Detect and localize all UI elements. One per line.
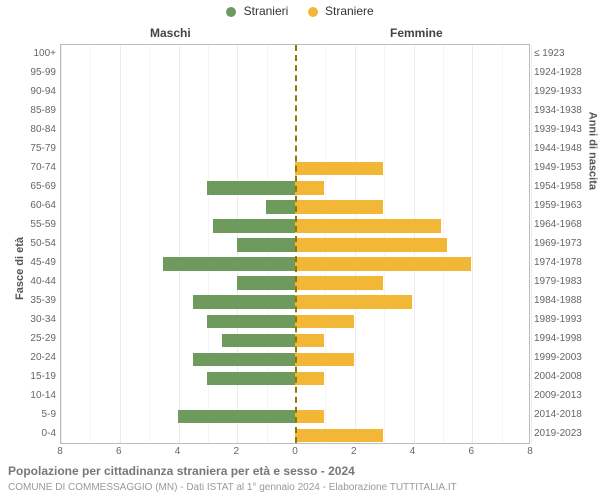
male-bar [237, 238, 296, 251]
birth-year-label: 2004-2008 [534, 371, 582, 382]
legend: Stranieri Straniere [0, 4, 600, 18]
female-bar [295, 410, 324, 423]
birth-year-label: 2019-2023 [534, 428, 582, 439]
female-bar [295, 219, 441, 232]
male-bar [193, 353, 295, 366]
x-tick-label: 4 [410, 446, 416, 457]
birth-year-label: 1939-1943 [534, 124, 582, 135]
age-label: 10-14 [30, 390, 56, 401]
birth-year-label: 1999-2003 [534, 352, 582, 363]
legend-label-male: Stranieri [244, 4, 289, 18]
birth-year-label: 1954-1958 [534, 181, 582, 192]
birth-year-label: 1944-1948 [534, 143, 582, 154]
age-label: 90-94 [30, 86, 56, 97]
female-bar [295, 295, 412, 308]
center-axis-line [295, 45, 297, 443]
age-label: 45-49 [30, 257, 56, 268]
column-title-female: Femmine [390, 26, 443, 40]
age-label: 75-79 [30, 143, 56, 154]
birth-year-label: 1979-1983 [534, 276, 582, 287]
female-bar [295, 200, 383, 213]
legend-swatch-male [226, 7, 236, 17]
birth-year-label: 1969-1973 [534, 238, 582, 249]
birth-year-label: 1934-1938 [534, 105, 582, 116]
age-label: 55-59 [30, 219, 56, 230]
birth-year-label: 1929-1933 [534, 86, 582, 97]
x-tick-label: 6 [116, 446, 122, 457]
x-tick-label: 2 [351, 446, 357, 457]
age-label: 50-54 [30, 238, 56, 249]
population-pyramid-chart: Stranieri Straniere Maschi Femmine Fasce… [0, 0, 600, 500]
birth-year-label: 1949-1953 [534, 162, 582, 173]
age-label: 65-69 [30, 181, 56, 192]
age-label: 60-64 [30, 200, 56, 211]
birth-year-label: 1984-1988 [534, 295, 582, 306]
x-tick-label: 8 [527, 446, 533, 457]
x-tick-label: 4 [175, 446, 181, 457]
legend-label-female: Straniere [325, 4, 374, 18]
age-label: 40-44 [30, 276, 56, 287]
female-bars-container [295, 45, 529, 443]
age-label: 100+ [33, 48, 56, 59]
male-bars-container [61, 45, 295, 443]
age-label: 20-24 [30, 352, 56, 363]
age-label: 35-39 [30, 295, 56, 306]
birth-year-label: 1964-1968 [534, 219, 582, 230]
female-bar [295, 257, 471, 270]
x-tick-label: 2 [233, 446, 239, 457]
y-axis-right-title: Anni di nascita [586, 112, 598, 190]
x-tick-label: 0 [292, 446, 298, 457]
age-label: 25-29 [30, 333, 56, 344]
birth-year-label: 1959-1963 [534, 200, 582, 211]
male-bar [163, 257, 295, 270]
age-label: 85-89 [30, 105, 56, 116]
female-bar [295, 372, 324, 385]
birth-year-label: 2009-2013 [534, 390, 582, 401]
male-bar [213, 219, 295, 232]
male-bar [193, 295, 295, 308]
age-label: 15-19 [30, 371, 56, 382]
female-bar [295, 353, 354, 366]
female-bar [295, 429, 383, 442]
age-label: 80-84 [30, 124, 56, 135]
plot-area [60, 44, 530, 444]
age-label: 30-34 [30, 314, 56, 325]
female-bar [295, 334, 324, 347]
male-bar [207, 372, 295, 385]
male-bar [266, 200, 295, 213]
birth-year-label: 1924-1928 [534, 67, 582, 78]
legend-item-female: Straniere [308, 4, 374, 18]
column-title-male: Maschi [150, 26, 191, 40]
legend-item-male: Stranieri [226, 4, 288, 18]
chart-title: Popolazione per cittadinanza straniera p… [8, 464, 355, 478]
legend-swatch-female [308, 7, 318, 17]
chart-subtitle: COMUNE DI COMMESSAGGIO (MN) - Dati ISTAT… [8, 482, 457, 493]
birth-year-label: ≤ 1923 [534, 48, 565, 59]
age-label: 70-74 [30, 162, 56, 173]
male-bar [178, 410, 295, 423]
male-bar [207, 315, 295, 328]
age-label: 95-99 [30, 67, 56, 78]
x-tick-label: 8 [57, 446, 63, 457]
male-bar [207, 181, 295, 194]
female-bar [295, 238, 447, 251]
female-bar [295, 315, 354, 328]
birth-year-label: 1994-1998 [534, 333, 582, 344]
female-bar [295, 181, 324, 194]
birth-year-label: 1974-1978 [534, 257, 582, 268]
female-bar [295, 162, 383, 175]
female-bar [295, 276, 383, 289]
x-tick-label: 6 [468, 446, 474, 457]
male-bar [237, 276, 296, 289]
birth-year-label: 2014-2018 [534, 409, 582, 420]
y-axis-left-title: Fasce di età [14, 237, 26, 300]
birth-year-label: 1989-1993 [534, 314, 582, 325]
male-bar [222, 334, 295, 347]
age-label: 0-4 [42, 428, 56, 439]
age-label: 5-9 [42, 409, 56, 420]
